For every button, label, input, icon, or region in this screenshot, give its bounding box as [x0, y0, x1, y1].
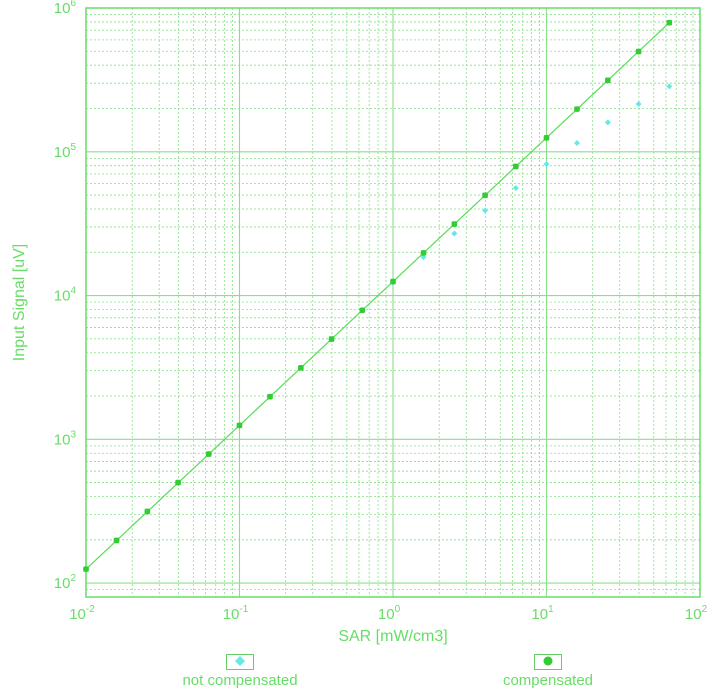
legend-swatch-compensated — [534, 654, 562, 670]
point-compensated — [420, 250, 427, 256]
point-compensated — [543, 135, 550, 141]
point-not-compensated — [482, 207, 489, 214]
point-compensated — [175, 479, 181, 486]
point-compensated — [513, 163, 519, 170]
y-tick-label: 104 — [54, 286, 77, 305]
points-layer — [83, 19, 673, 573]
y-axis-title: Input Signal [uV] — [11, 244, 28, 361]
diamond-icon — [235, 653, 245, 671]
point-compensated — [390, 278, 396, 285]
point-not-compensated — [451, 230, 458, 237]
point-not-compensated — [573, 140, 580, 147]
point-not-compensated — [512, 184, 519, 191]
point-compensated — [666, 19, 673, 26]
x-tick-label: 102 — [685, 604, 708, 623]
x-tick-label: 10-1 — [223, 604, 249, 623]
legend-not-compensated: not compensated — [160, 654, 320, 689]
point-compensated — [359, 307, 366, 314]
grid — [85, 8, 700, 598]
point-not-compensated — [635, 100, 642, 107]
legend-swatch-not-compensated — [226, 654, 254, 670]
y-tick-label: 106 — [54, 0, 77, 17]
point-compensated — [635, 48, 642, 55]
point-not-compensated — [543, 161, 550, 168]
point-compensated — [236, 422, 243, 429]
point-compensated — [328, 336, 335, 342]
point-compensated — [267, 393, 273, 400]
point-compensated — [298, 365, 304, 371]
x-axis-title: SAR [mW/cm3] — [338, 628, 447, 645]
point-compensated — [451, 221, 458, 227]
y-tick-label: 105 — [54, 142, 77, 161]
point-compensated — [574, 106, 580, 112]
x-tick-label: 100 — [378, 604, 401, 623]
y-tick-label: 102 — [54, 573, 77, 592]
point-compensated — [113, 537, 120, 544]
x-tick-label: 101 — [531, 604, 554, 623]
point-not-compensated — [666, 83, 673, 90]
tick-labels: 10-2 10-1 100 101 102 102 103 104 105 106 — [54, 0, 708, 623]
fit-line — [85, 22, 670, 570]
legend-label: compensated — [502, 672, 594, 689]
point-compensated — [482, 192, 488, 199]
point-not-compensated — [604, 119, 611, 126]
circle-icon — [543, 653, 553, 671]
point-compensated — [83, 566, 89, 572]
point-compensated — [144, 508, 151, 515]
legend-compensated: compensated — [468, 654, 628, 689]
fit-line-layer — [85, 22, 670, 570]
point-compensated — [605, 77, 611, 84]
plot-frame — [85, 7, 701, 598]
legend-label: not compensated — [182, 672, 298, 689]
y-tick-label: 103 — [54, 429, 77, 448]
x-tick-label: 10-2 — [69, 604, 95, 623]
point-compensated — [206, 451, 212, 457]
